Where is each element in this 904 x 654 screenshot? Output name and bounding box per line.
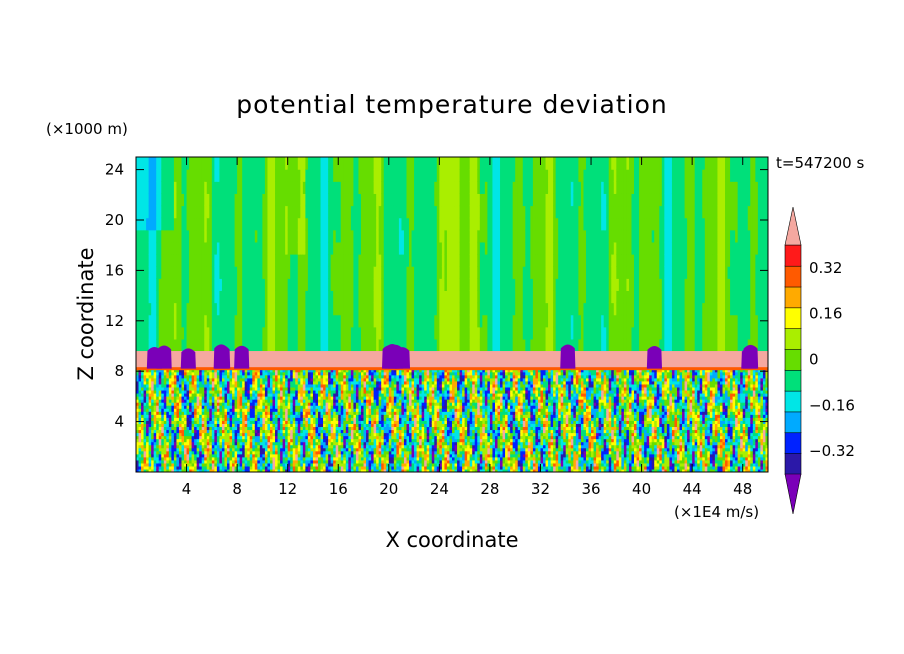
x-tick-label: 12: [278, 480, 297, 498]
colorbar-swatch: [784, 244, 802, 267]
colorbar-swatch: [784, 432, 802, 454]
x-tick-label: 36: [581, 480, 600, 498]
colorbar-swatch: [784, 265, 802, 288]
colorbar-swatch: [784, 452, 802, 475]
colorbar-tick-label: −0.32: [809, 442, 855, 460]
colorbar-swatch: [784, 390, 802, 413]
colorbar-lower-arrow: [784, 473, 802, 515]
colorbar-tick-label: 0.32: [809, 259, 842, 277]
y-axis: 4 8 12 16 20 24: [105, 161, 768, 431]
x-axis: 4 8 12 16 20 24 28 32 36 40 44 48: [182, 157, 752, 498]
y-axis-label: Z coordinate: [74, 247, 98, 380]
colorbar-upper-arrow: [784, 206, 802, 246]
colorbar-tick-label: 0.16: [809, 305, 842, 323]
y-unit-label: (×1000 m): [46, 120, 128, 138]
colorbar: −0.32 −0.16 0 0.16 0.32: [784, 206, 855, 515]
x-tick-label: 16: [329, 480, 348, 498]
colorbar-swatch: [784, 348, 802, 371]
colorbar-tick-label: 0: [809, 351, 819, 369]
y-tick-label: 12: [105, 312, 124, 330]
y-tick-label: 4: [114, 413, 124, 431]
x-tick-label: 8: [232, 480, 242, 498]
x-tick-label: 20: [379, 480, 398, 498]
x-tick-label: 28: [480, 480, 499, 498]
y-tick-label: 16: [105, 261, 124, 279]
x-axis-label: X coordinate: [385, 528, 518, 552]
heatmap-field: [136, 157, 768, 472]
x-tick-label: 24: [430, 480, 449, 498]
x-tick-label: 44: [683, 480, 702, 498]
chart-title: potential temperature deviation: [236, 90, 667, 119]
y-tick-label: 8: [114, 362, 124, 380]
colorbar-swatch: [784, 307, 802, 329]
y-tick-label: 20: [105, 211, 124, 229]
x-tick-label: 48: [733, 480, 752, 498]
x-tick-label: 4: [182, 480, 192, 498]
plot-frame: [135, 156, 769, 473]
colorbar-swatch: [784, 286, 802, 309]
colorbar-swatch: [784, 369, 802, 392]
x-tick-label: 32: [531, 480, 550, 498]
colorbar-swatch: [784, 411, 802, 434]
x-unit-label: (×1E4 m/s): [674, 503, 759, 521]
colorbar-tick-label: −0.16: [809, 396, 855, 414]
time-label: t=547200 s: [776, 154, 864, 172]
y-tick-label: 24: [105, 161, 124, 179]
x-tick-label: 40: [632, 480, 651, 498]
colorbar-swatch: [784, 327, 802, 350]
